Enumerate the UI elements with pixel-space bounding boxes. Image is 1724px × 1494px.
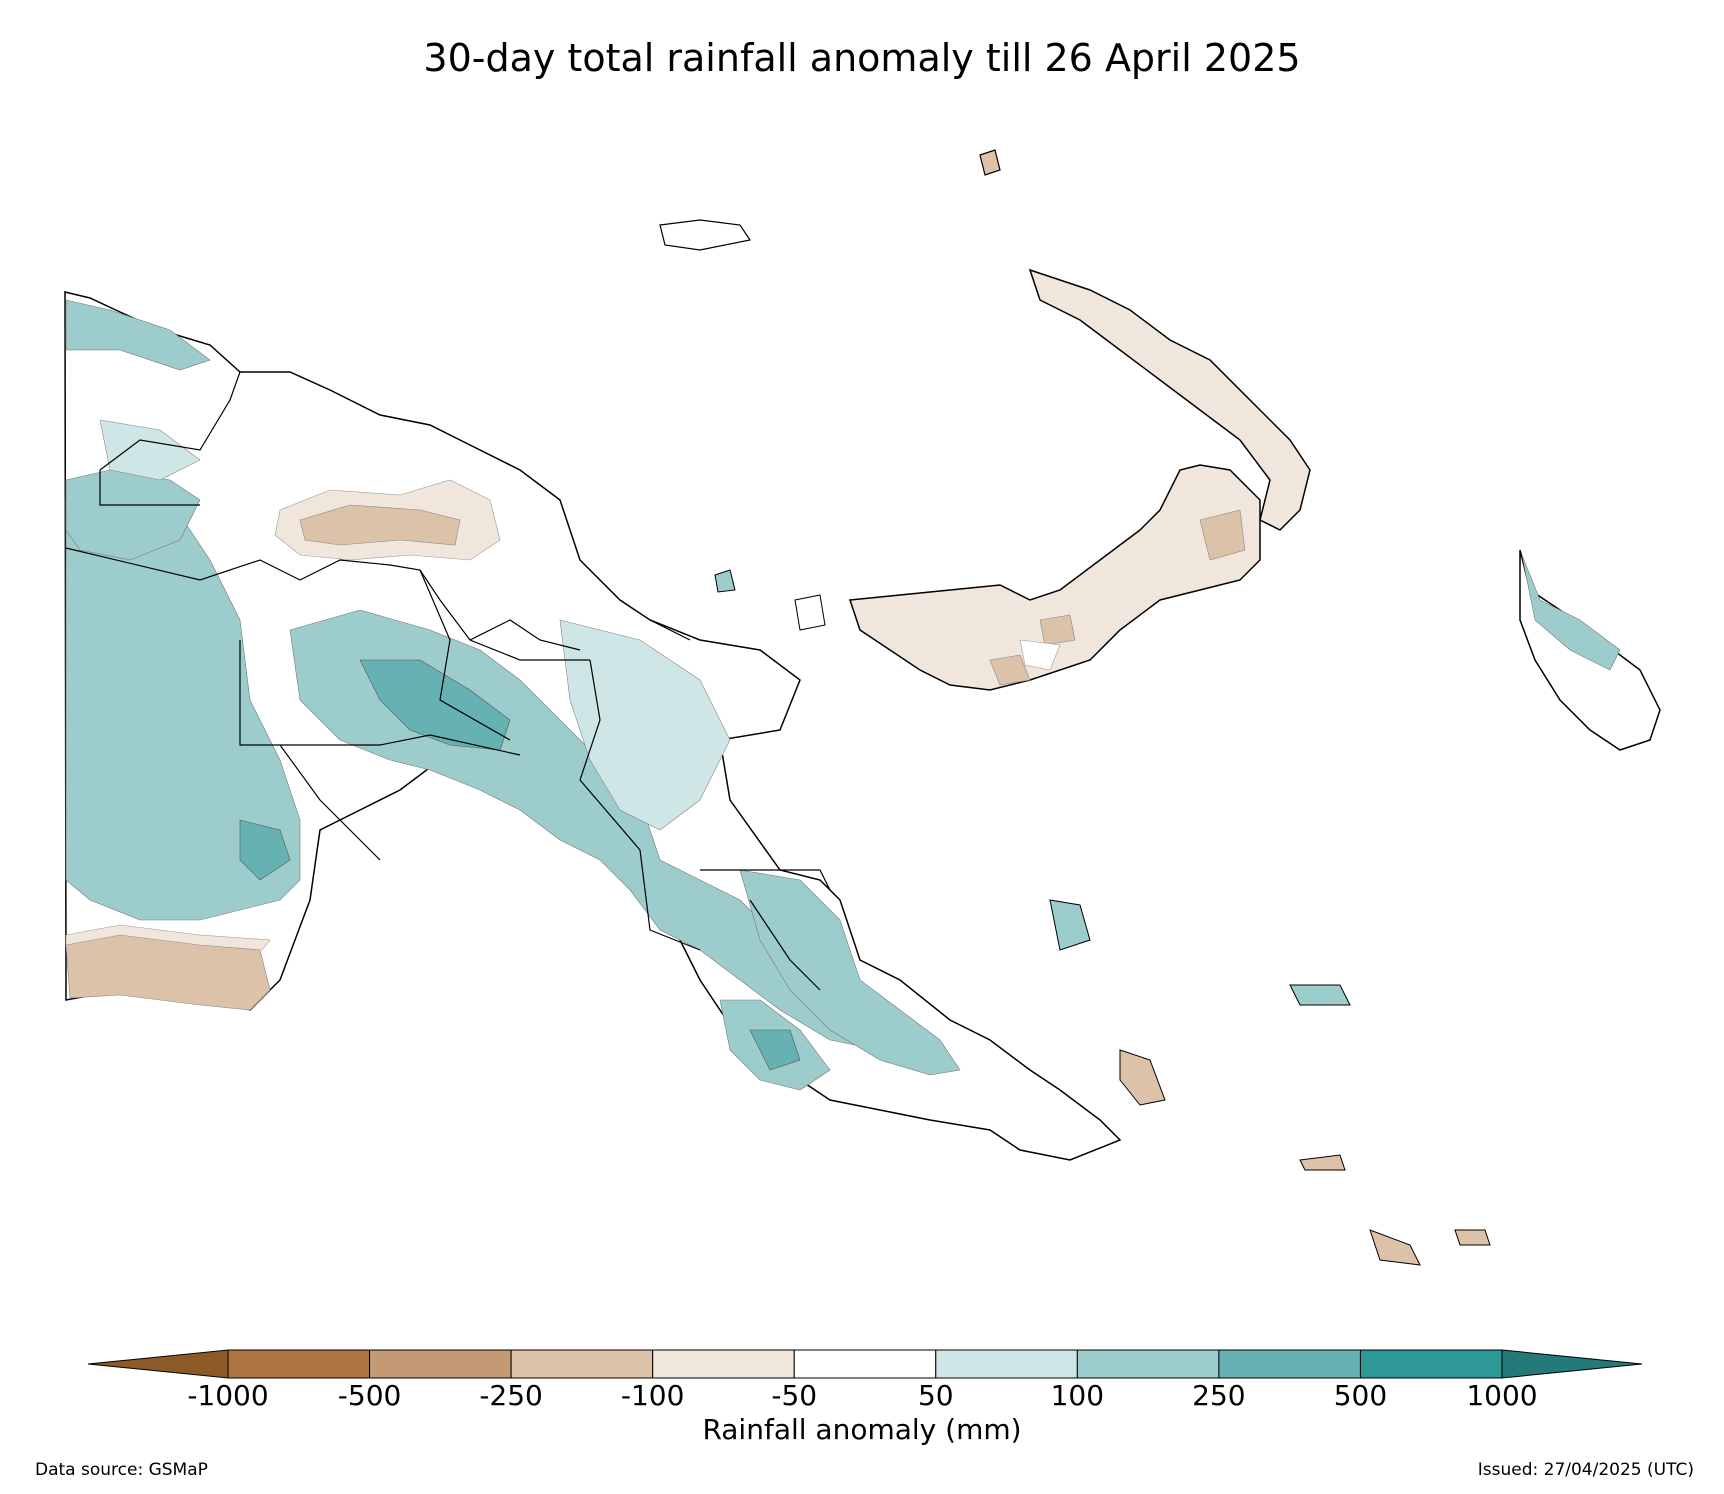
sudest-island	[1454, 1229, 1491, 1246]
colorbar-bin	[369, 1349, 512, 1379]
colorbar-bin	[1359, 1349, 1503, 1379]
colorbar-tick-label: -250	[479, 1379, 543, 1410]
misima-island	[1299, 1154, 1346, 1171]
fergusson-island	[1119, 1049, 1166, 1106]
new-ireland	[1028, 268, 1311, 531]
colorbar-tick-label: -100	[621, 1379, 685, 1410]
new-britain-tan-2	[1199, 509, 1246, 561]
colorbar-bin	[652, 1349, 795, 1379]
colorbar-bin	[1218, 1349, 1361, 1379]
tan-zone-north-core	[299, 504, 461, 546]
rossel-island	[1369, 1229, 1421, 1266]
manus-island	[659, 219, 751, 251]
colorbar-tick-label: -50	[771, 1379, 817, 1410]
teal-zone-northwest	[65, 299, 211, 371]
colorbar-tick-label: 50	[918, 1379, 954, 1410]
new-britain-tan-3	[989, 654, 1031, 686]
mussau-island	[979, 149, 1001, 176]
colorbar-tick-label: 100	[1051, 1379, 1104, 1410]
teal-light-zone-2	[99, 419, 201, 481]
woodlark-island	[1289, 984, 1351, 1006]
colorbar-bin	[1076, 1349, 1220, 1379]
colorbar-bin	[935, 1349, 1078, 1379]
colorbar-swatches	[87, 1349, 1643, 1379]
bougainville-teal	[1521, 554, 1621, 671]
long-island	[714, 569, 736, 593]
teal-core-southeast	[749, 1029, 801, 1071]
data-source-note: Data source: GSMaP	[35, 1460, 208, 1480]
issued-date-note: Issued: 27/04/2025 (UTC)	[1477, 1460, 1694, 1480]
teal-zone-sw	[239, 819, 291, 881]
rainfall-map	[64, 149, 1661, 1266]
new-britain-white	[1019, 639, 1061, 671]
normanby-island	[1049, 899, 1091, 951]
colorbar-label: Rainfall anomaly (mm)	[702, 1413, 1022, 1446]
colorbar-extend-min	[87, 1349, 229, 1379]
umboi-island	[794, 594, 826, 631]
tan-zone-south-light	[65, 924, 271, 951]
colorbar-bin	[227, 1349, 371, 1379]
new-britain	[848, 464, 1261, 691]
colorbar-tick-label: -500	[338, 1379, 402, 1410]
colorbar-bin	[793, 1349, 937, 1379]
colorbar-tick-label: 1000	[1466, 1379, 1537, 1410]
province-boundaries	[65, 371, 831, 991]
colorbar-tick-label: 500	[1334, 1379, 1387, 1410]
map-title: 30-day total rainfall anomaly till 26 Ap…	[423, 36, 1301, 80]
teal-zone-east	[739, 869, 961, 1076]
colorbar-bin	[510, 1349, 654, 1379]
teal-light-zone	[559, 619, 731, 831]
new-britain-tan-1	[1039, 614, 1076, 646]
colorbar-extend-max	[1501, 1349, 1643, 1379]
colorbar-tick-label: 250	[1192, 1379, 1245, 1410]
colorbar-tick-label: -1000	[187, 1379, 268, 1410]
colorbar: -1000 -500 -250 -100 -50 50 100 250 500 1000	[87, 1349, 1643, 1410]
colorbar-ticks: -1000 -500 -250 -100 -50 50 100 250 500 1000	[187, 1379, 1537, 1410]
